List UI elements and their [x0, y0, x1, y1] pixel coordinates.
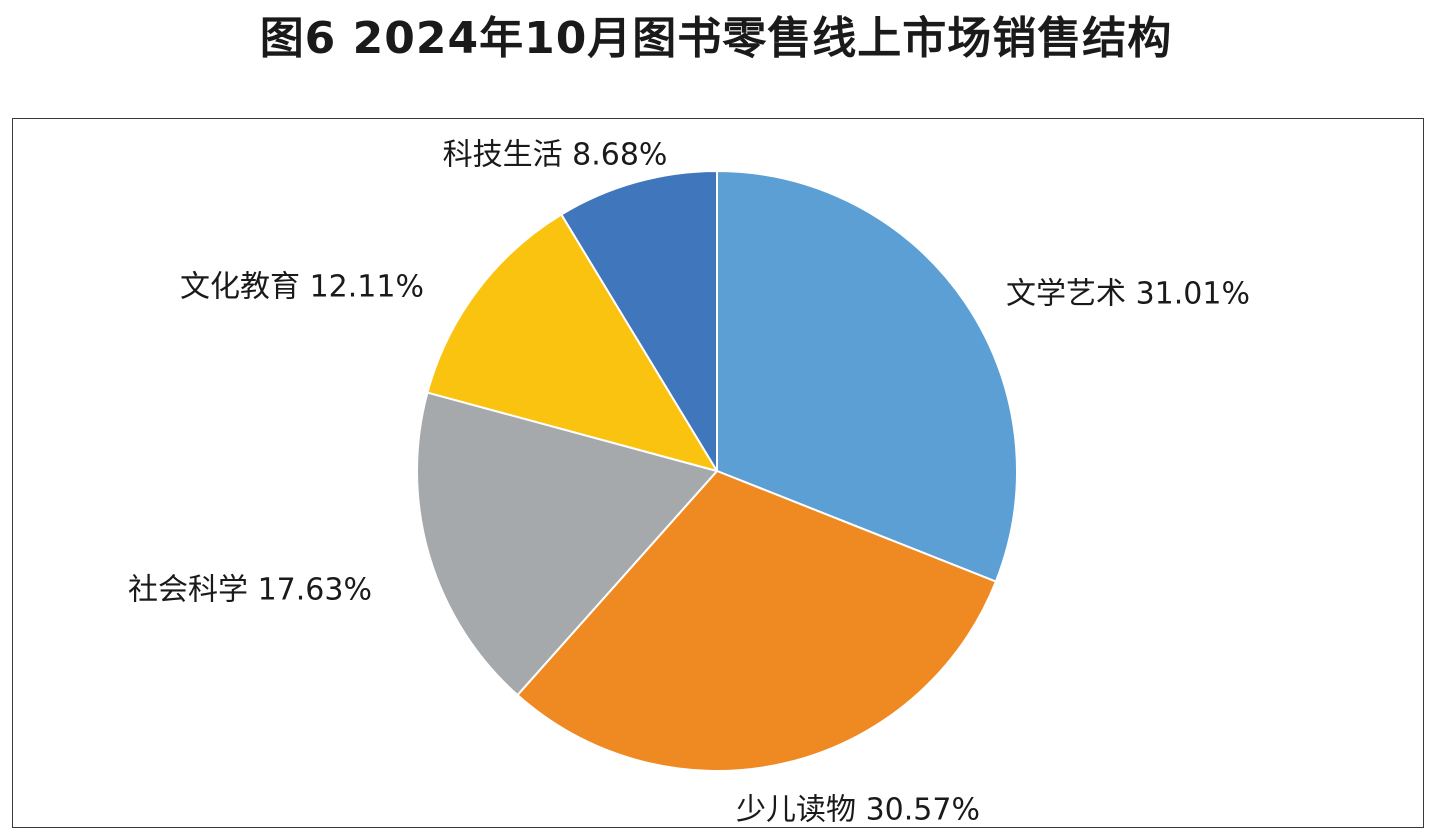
chart-title: 图6 2024年10月图书零售线上市场销售结构: [259, 13, 1173, 64]
slice-label-2: 少儿读物 30.57%: [736, 793, 980, 828]
pie-slice-5: [560, 170, 718, 472]
slice-label-5: 科技生活 8.68%: [443, 138, 668, 173]
pie-labels: 文学艺术 31.01% 少儿读物 30.57% 社会科学 17.63% 文化教育 12…: [128, 138, 1250, 828]
pie-slice-2: [516, 470, 997, 772]
pie-slices: [416, 170, 1018, 772]
pie-slice-1: [716, 170, 1018, 583]
slice-label-3: 社会科学 17.63%: [128, 573, 372, 608]
chart-frame: [12, 118, 1424, 828]
slice-label-4: 文化教育 12.11%: [180, 270, 424, 305]
pie-slice-3: [416, 391, 718, 697]
slice-label-1: 文学艺术 31.01%: [1006, 277, 1250, 312]
pie-slice-4: [426, 213, 718, 472]
